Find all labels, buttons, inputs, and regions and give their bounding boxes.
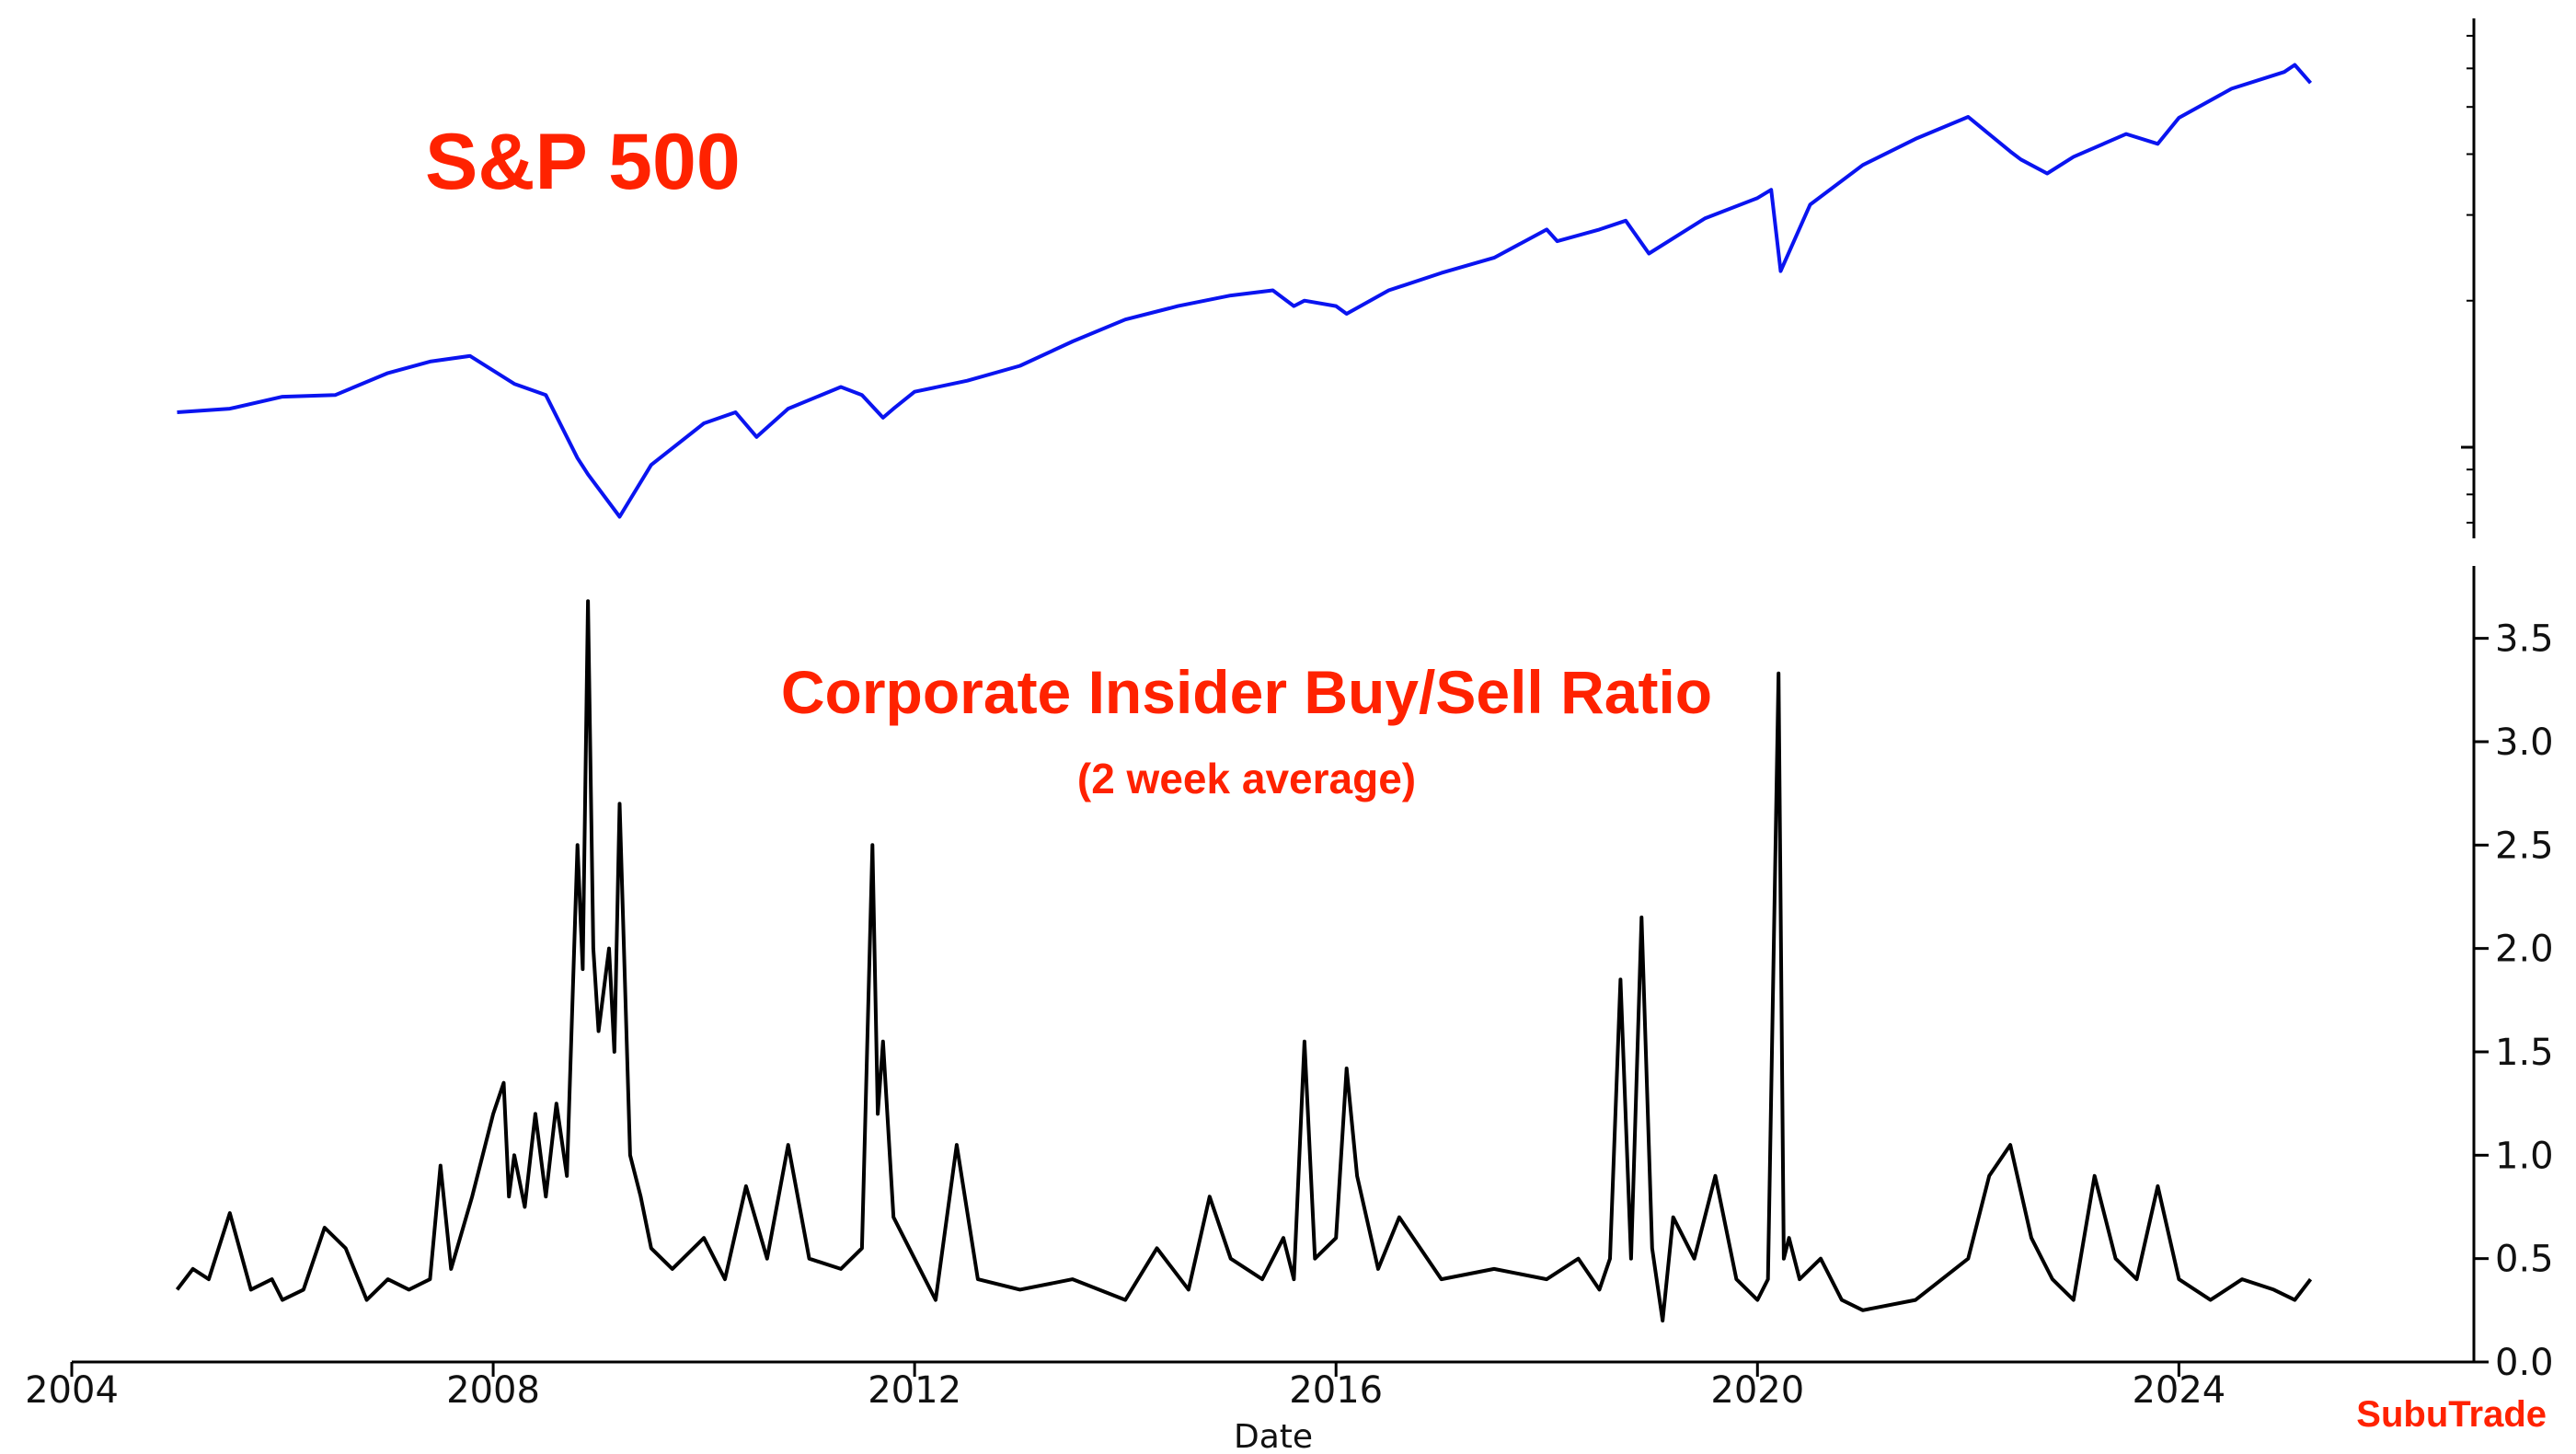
sp500-series-line — [177, 63, 2313, 519]
insider-subtitle: (2 week average) — [1077, 755, 1416, 802]
sp500-panel: S&P 500 — [177, 18, 2476, 538]
insider-y-tick-label: 0.0 — [2495, 1342, 2554, 1384]
insider-ratio-panel: 2004 2008 2012 2016 2020 2024 0.0 0.5 1.0 1.5 2.0… — [25, 566, 2554, 1454]
insider-y-tick-label: 3.0 — [2495, 721, 2554, 764]
x-tick-label: 2016 — [1289, 1369, 1383, 1412]
sp500-y-ticks — [2461, 34, 2474, 524]
insider-y-tick-label: 2.0 — [2495, 929, 2554, 971]
insider-ratio-series-line — [175, 599, 2313, 1323]
x-axis-title: Date — [1234, 1418, 1313, 1454]
insider-y-ticks: 0.0 0.5 1.0 1.5 2.0 2.5 3.0 3.5 — [2474, 618, 2554, 1384]
x-tick-label: 2020 — [1710, 1369, 1804, 1412]
brand-logo-text: SubuTrade — [2356, 1394, 2547, 1435]
insider-y-tick-label: 0.5 — [2495, 1239, 2554, 1281]
insider-title: Corporate Insider Buy/Sell Ratio — [781, 658, 1712, 726]
insider-y-tick-label: 1.0 — [2495, 1135, 2554, 1177]
x-tick-label: 2012 — [868, 1369, 961, 1412]
x-axis-ticks: 2004 2008 2012 2016 2020 2024 — [25, 1362, 2225, 1412]
x-tick-label: 2004 — [25, 1369, 119, 1412]
sp500-title: S&P 500 — [425, 118, 741, 206]
insider-y-tick-label: 2.5 — [2495, 825, 2554, 867]
x-tick-label: 2024 — [2132, 1369, 2225, 1412]
insider-y-tick-label: 1.5 — [2495, 1032, 2554, 1074]
x-tick-label: 2008 — [446, 1369, 540, 1412]
insider-y-tick-label: 3.5 — [2495, 618, 2554, 661]
